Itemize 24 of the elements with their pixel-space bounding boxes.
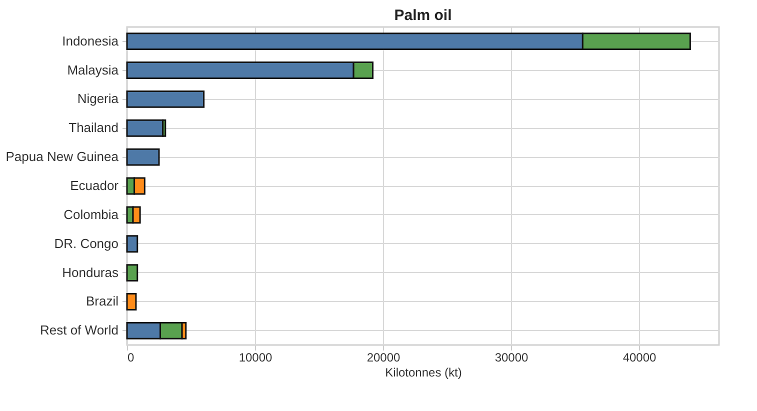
bar: [126, 264, 138, 282]
y-tick-label: Ecuador: [70, 178, 120, 193]
y-tick-label: DR. Congo: [54, 236, 118, 251]
x-tick-label: 20000: [366, 350, 401, 364]
y-tick-label: Colombia: [64, 206, 120, 222]
bar: [126, 119, 164, 137]
x-axis-title: Kilotonnes (kt): [385, 366, 462, 380]
x-tick-label: 30000: [494, 350, 529, 364]
x-tick-label: 0: [128, 350, 134, 364]
y-tick-label: Brazil: [86, 294, 119, 309]
y-tick-label: Indonesia: [62, 33, 120, 48]
y-tick-label: Nigeria: [77, 91, 120, 106]
bar: [126, 235, 138, 253]
x-tick-label: 10000: [238, 350, 273, 364]
bar: [126, 293, 137, 310]
y-tick-label: Rest of World: [40, 322, 118, 338]
bar: [126, 90, 205, 108]
y-tick-label: Papua New Guinea: [6, 149, 120, 164]
y-tick-label: Malaysia: [67, 62, 120, 78]
y-tick-label: Thailand: [68, 120, 118, 136]
bar: [126, 148, 160, 166]
x-tick-label: 40000: [622, 350, 657, 364]
y-tick-label: Honduras: [62, 264, 119, 280]
chart-title: Palm oil: [394, 7, 452, 24]
